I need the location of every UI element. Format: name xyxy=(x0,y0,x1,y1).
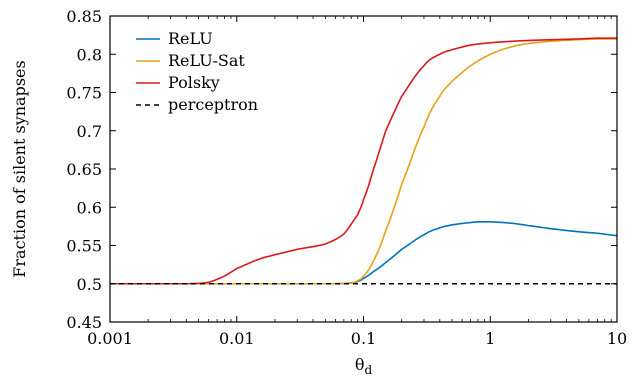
legend-label: perceptron xyxy=(168,95,258,114)
x-axis-label-subscript: d xyxy=(364,363,372,377)
legend: ReLU ReLU-Sat Polsky perceptron xyxy=(136,29,258,114)
series-line-relu-sat xyxy=(110,38,617,285)
x-tick-label: 0.1 xyxy=(351,329,376,348)
series-line-relu xyxy=(110,220,618,285)
legend-label: ReLU xyxy=(168,29,213,48)
y-axis-label: Fraction of silent synapses xyxy=(10,60,29,277)
x-tick-label: 1 xyxy=(485,329,495,348)
y-tick-label: 0.65 xyxy=(66,160,102,179)
x-axis-label: θd xyxy=(355,355,373,377)
x-tick-label: 10 xyxy=(607,329,627,348)
y-tick-label: 0.75 xyxy=(66,84,102,103)
x-tick-label: 0.01 xyxy=(219,329,255,348)
x-axis-label-main: θ xyxy=(355,355,365,374)
y-tick-label: 0.8 xyxy=(77,45,102,64)
series-line-polsky xyxy=(110,37,617,285)
y-tick-label: 0.55 xyxy=(66,237,102,256)
legend-label: ReLU-Sat xyxy=(168,51,245,70)
y-tick-label: 0.5 xyxy=(77,275,102,294)
y-tick-label: 0.7 xyxy=(77,122,102,141)
axis-ticks: 0.001 0.01 0.1 1 10 0.45 0.5 0.55 0.6 0.65 0.7 0.75… xyxy=(66,7,627,348)
legend-label: Polsky xyxy=(168,73,220,92)
x-tick-label: 0.001 xyxy=(87,329,133,348)
y-tick-label: 0.85 xyxy=(66,7,102,26)
y-tick-label: 0.6 xyxy=(77,198,102,217)
plot-lines xyxy=(110,37,618,285)
y-tick-label: 0.45 xyxy=(66,313,102,332)
